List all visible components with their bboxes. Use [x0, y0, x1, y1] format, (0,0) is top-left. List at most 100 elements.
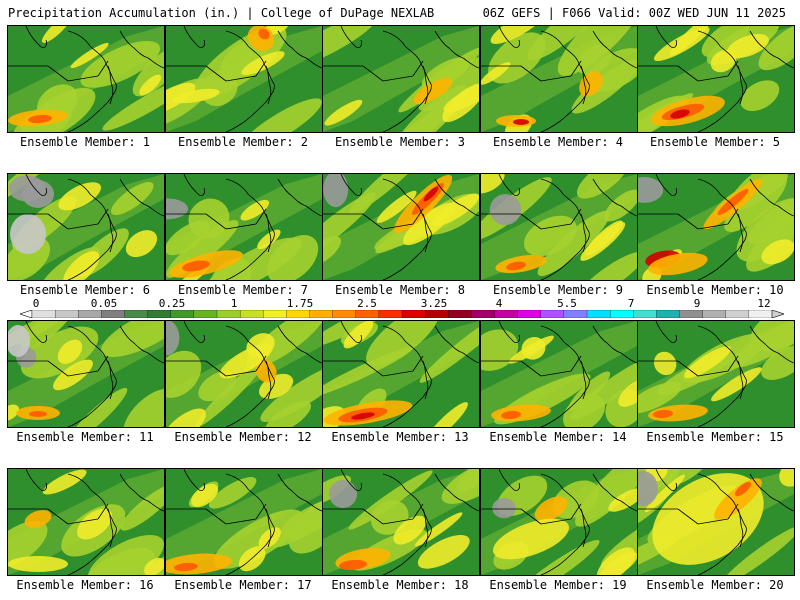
precip-field — [166, 321, 322, 427]
scale-swatch — [425, 310, 448, 318]
precip-field — [166, 26, 322, 132]
ensemble-member-label: Ensemble Member: 13 — [320, 430, 480, 444]
ensemble-member-label: Ensemble Member: 4 — [478, 135, 638, 149]
scale-swatch — [587, 310, 610, 318]
ensemble-member-map — [7, 320, 165, 428]
scale-swatch — [379, 310, 402, 318]
scale-swatch — [217, 310, 240, 318]
ensemble-member-map — [322, 173, 480, 281]
ensemble-member-map — [480, 320, 638, 428]
scale-swatch — [240, 310, 263, 318]
precip-contour — [22, 180, 54, 208]
scale-swatch — [471, 310, 494, 318]
scale-swatch — [356, 310, 379, 318]
precip-field — [323, 26, 479, 132]
scale-tick-label: 0 — [33, 297, 40, 310]
precip-contour — [10, 214, 46, 254]
precip-contour — [492, 498, 516, 518]
precip-field — [481, 469, 637, 575]
scale-swatch — [402, 310, 425, 318]
ensemble-member-map — [637, 320, 795, 428]
ensemble-member-map — [7, 468, 165, 576]
precip-field — [481, 321, 637, 427]
ensemble-member-label: Ensemble Member: 3 — [320, 135, 480, 149]
precip-contour — [513, 119, 529, 125]
ensemble-member-label: Ensemble Member: 7 — [163, 283, 323, 297]
precip-field — [481, 26, 637, 132]
scale-swatch — [286, 310, 309, 318]
precip-field — [638, 26, 794, 132]
scale-tick-label: 5.5 — [557, 297, 577, 310]
scale-tick-label: 12 — [757, 297, 770, 310]
ensemble-member-map — [165, 25, 323, 133]
ensemble-member-label: Ensemble Member: 17 — [163, 578, 323, 592]
scale-swatch — [333, 310, 356, 318]
ensemble-member-label: Ensemble Member: 5 — [635, 135, 795, 149]
scale-swatch — [541, 310, 564, 318]
scale-swatch — [194, 310, 217, 318]
precip-field — [8, 174, 164, 280]
ensemble-member-label: Ensemble Member: 6 — [5, 283, 165, 297]
scale-tick-label: 3.25 — [421, 297, 448, 310]
ensemble-member-label: Ensemble Member: 2 — [163, 135, 323, 149]
ensemble-member-label: Ensemble Member: 12 — [163, 430, 323, 444]
scale-swatch — [32, 310, 55, 318]
scale-swatch — [633, 310, 656, 318]
scale-swatch — [448, 310, 471, 318]
ensemble-member-label: Ensemble Member: 16 — [5, 578, 165, 592]
ensemble-member-label: Ensemble Member: 18 — [320, 578, 480, 592]
precip-color-scale: 0 0.05 0.25 1 1.75 2.5 3.25 4 5.5 7 9 12 — [20, 297, 784, 319]
ensemble-member-map — [7, 25, 165, 133]
scale-tick-label: 0.25 — [159, 297, 186, 310]
scale-left-arrow — [20, 310, 32, 318]
scale-swatch — [495, 310, 518, 318]
scale-swatch — [263, 310, 286, 318]
scale-swatch — [680, 310, 703, 318]
ensemble-member-map — [322, 25, 480, 133]
ensemble-member-label: Ensemble Member: 19 — [478, 578, 638, 592]
ensemble-member-map — [165, 468, 323, 576]
scale-swatch — [518, 310, 541, 318]
color-scale-bar — [20, 310, 784, 318]
precip-contour — [490, 194, 521, 225]
precip-field — [323, 174, 479, 280]
precip-field — [323, 321, 479, 427]
scale-swatch — [55, 310, 78, 318]
ensemble-member-map — [637, 173, 795, 281]
scale-swatch — [101, 310, 124, 318]
scale-tick-label: 9 — [694, 297, 701, 310]
precip-field — [638, 321, 794, 427]
ensemble-member-map — [637, 25, 795, 133]
precip-field — [638, 469, 794, 575]
ensemble-member-label: Ensemble Member: 14 — [478, 430, 638, 444]
precip-field — [166, 174, 322, 280]
ensemble-member-map — [165, 320, 323, 428]
precip-field — [323, 469, 479, 575]
precip-field — [638, 174, 794, 280]
run-valid-time: 06Z GEFS | F066 Valid: 00Z WED JUN 11 20… — [483, 6, 786, 20]
scale-swatch — [310, 310, 333, 318]
precip-field — [8, 26, 164, 132]
ensemble-member-map — [480, 25, 638, 133]
scale-tick-label: 1 — [231, 297, 238, 310]
precip-field — [166, 469, 322, 575]
ensemble-member-map — [322, 320, 480, 428]
ensemble-member-map — [480, 173, 638, 281]
scale-swatch — [78, 310, 101, 318]
precip-contour — [29, 411, 47, 417]
precip-contour — [329, 480, 357, 508]
precip-field — [8, 469, 164, 575]
scale-tick-label: 0.05 — [91, 297, 118, 310]
scale-tick-label: 1.75 — [287, 297, 314, 310]
ensemble-member-label: Ensemble Member: 11 — [5, 430, 165, 444]
scale-tick-label: 7 — [628, 297, 635, 310]
scale-swatch — [148, 310, 171, 318]
ensemble-member-map — [637, 468, 795, 576]
ensemble-member-label: Ensemble Member: 20 — [635, 578, 795, 592]
precip-contour — [8, 556, 68, 572]
precip-field — [481, 174, 637, 280]
scale-swatch — [749, 310, 772, 318]
precip-field — [8, 321, 164, 427]
scale-swatch — [125, 310, 148, 318]
ensemble-member-map — [480, 468, 638, 576]
